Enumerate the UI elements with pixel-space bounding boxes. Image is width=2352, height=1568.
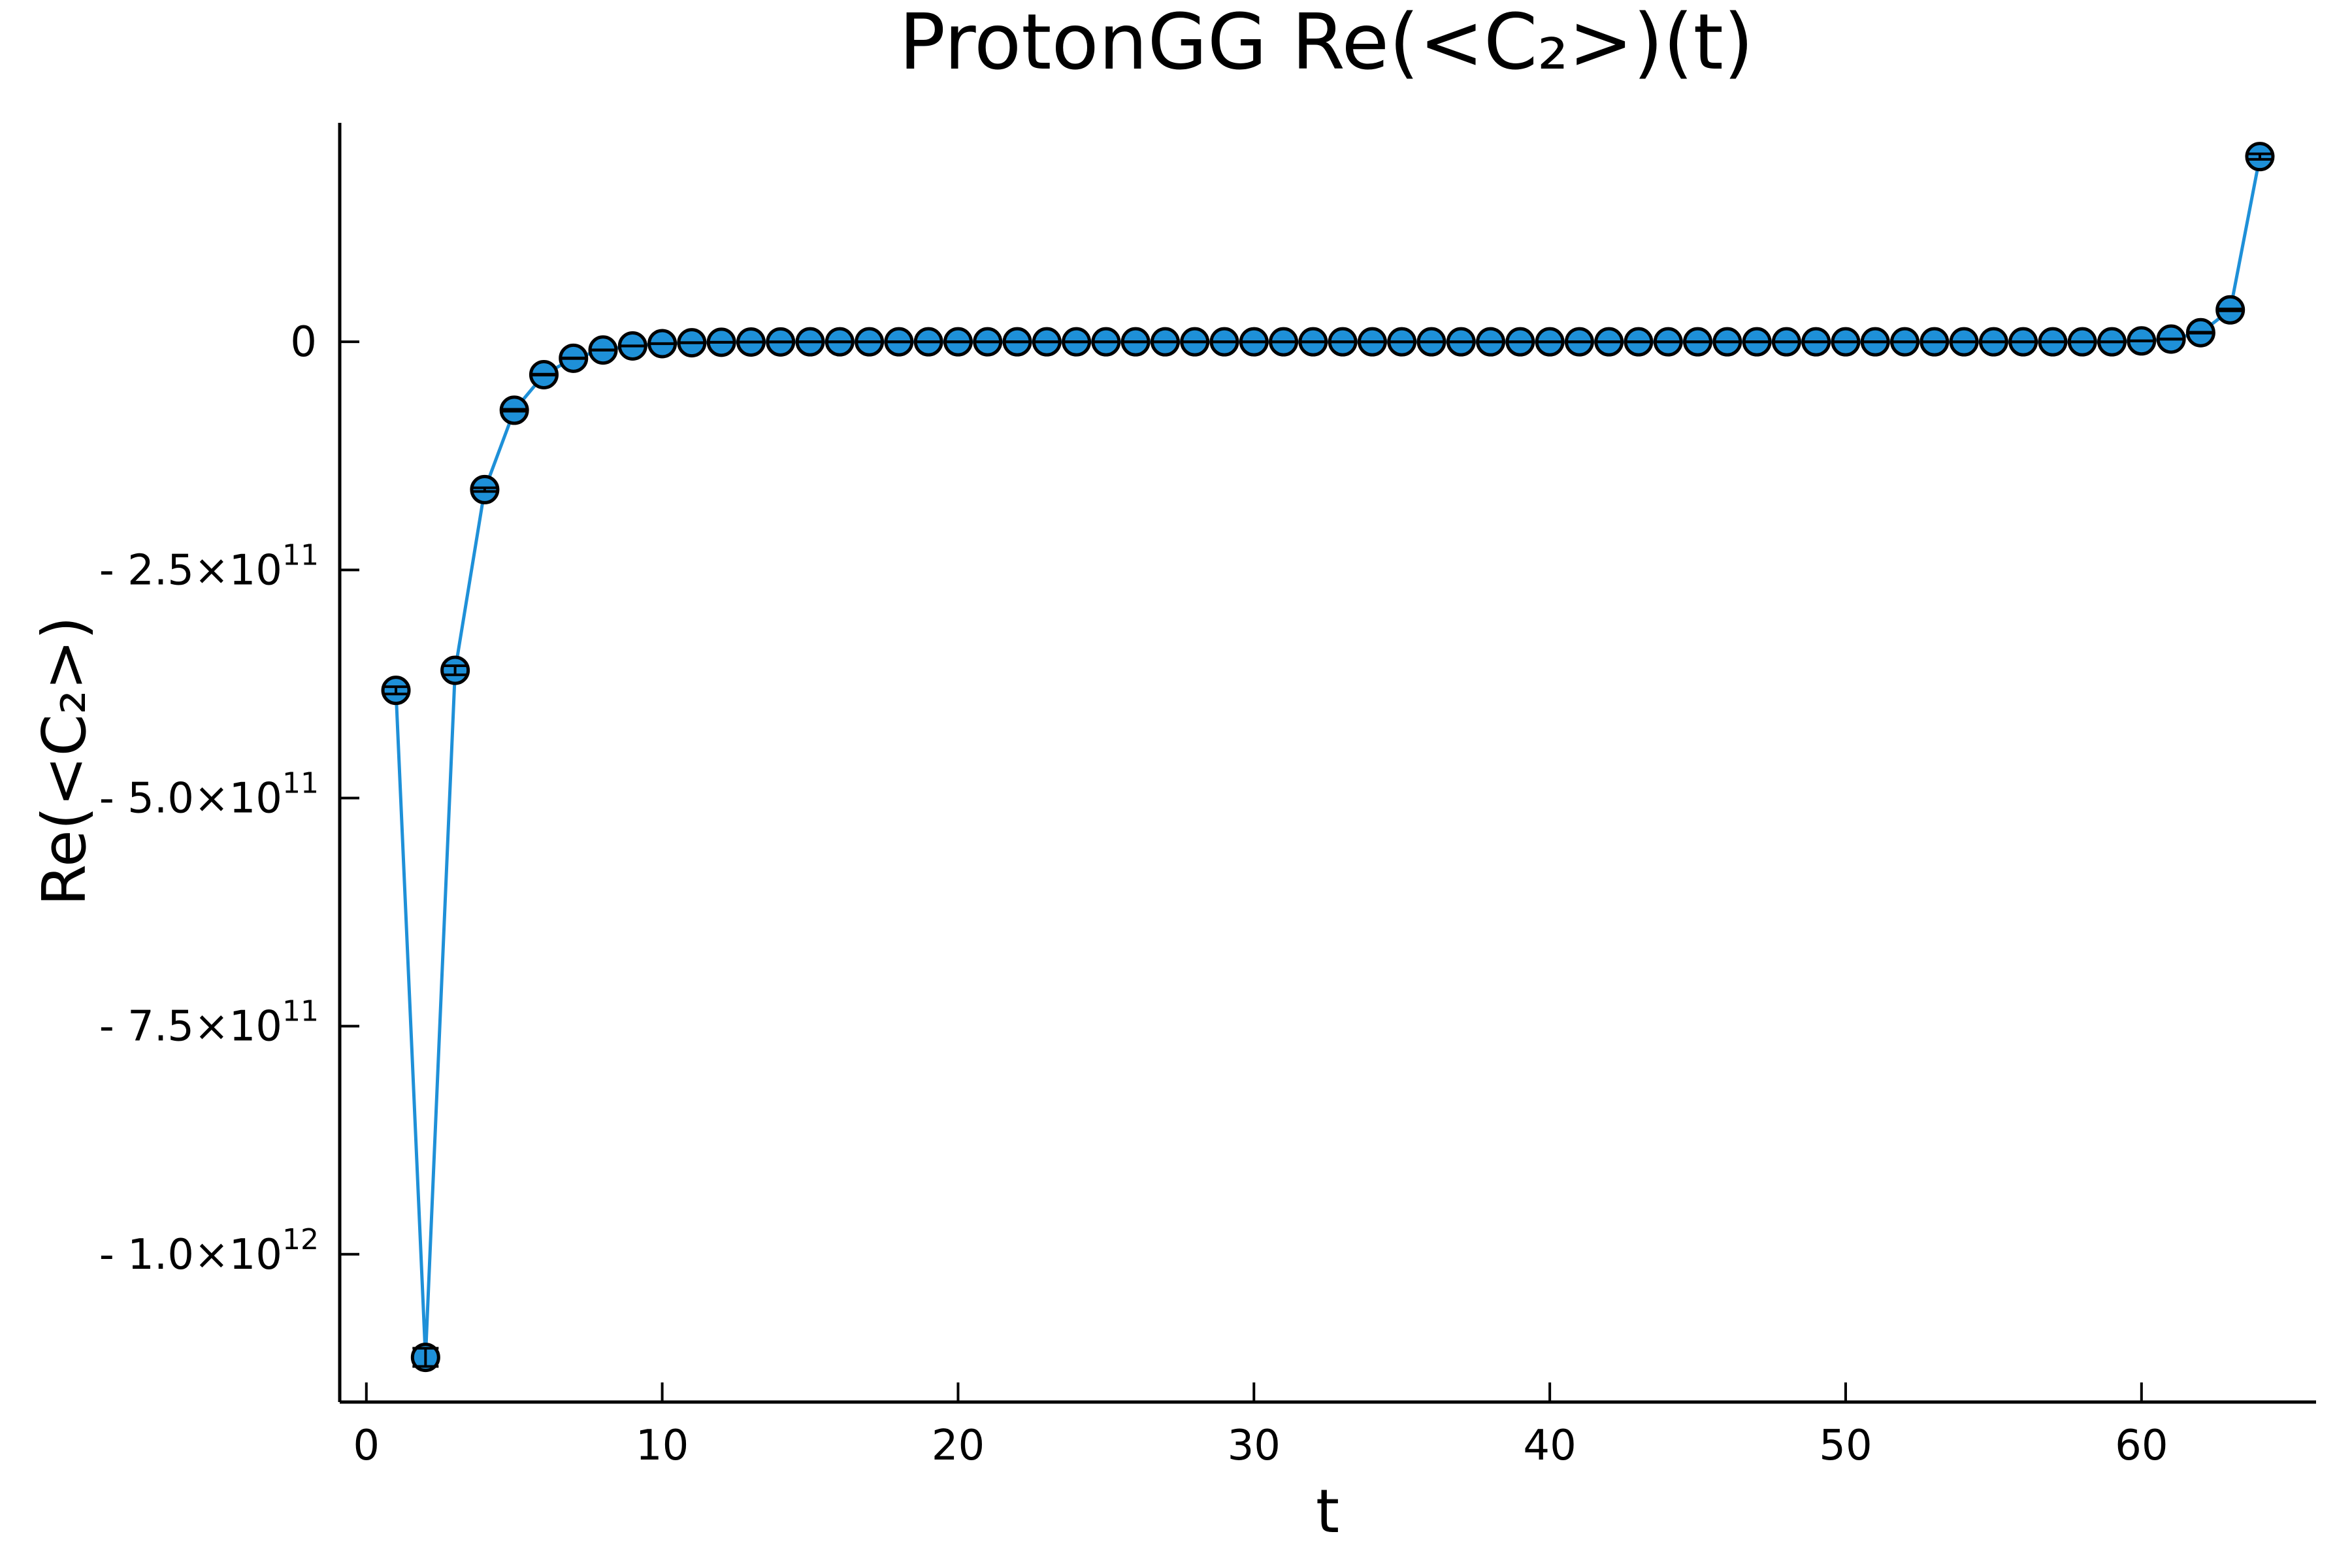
data-point [795, 327, 825, 357]
data-point [1919, 327, 1950, 357]
data-point [1771, 327, 1801, 357]
data-point [559, 343, 589, 373]
y-axis-ticks: 0- 2.5×10 11- 5.0×10 11- 7.5×10 11- 1.0×10 1… [99, 318, 359, 1279]
data-point [1535, 327, 1565, 357]
data-point [1594, 327, 1624, 357]
data-point [1180, 327, 1210, 357]
data-point [1357, 327, 1387, 357]
x-tick-label: 0 [353, 1422, 380, 1470]
data-point [1564, 327, 1594, 357]
y-tick-exponent: 11 [282, 766, 319, 800]
data-point [1949, 327, 1979, 357]
data-point [588, 335, 618, 365]
data-point [617, 331, 647, 361]
data-point [884, 327, 914, 357]
x-axis-title: t [1316, 1477, 1339, 1546]
data-point [1091, 327, 1121, 357]
data-point [1505, 327, 1535, 357]
chart-title: ProtonGG Re(<C₂>)(t) [899, 0, 1754, 87]
data-point [913, 327, 943, 357]
data-point [2097, 327, 2127, 357]
data-point [706, 327, 736, 357]
y-tick-label: - 1.0×10 [99, 1231, 282, 1279]
data-point [1742, 327, 1772, 357]
x-tick-label: 50 [1819, 1422, 1872, 1470]
data-point [1683, 327, 1713, 357]
y-tick-label: - 7.5×10 [99, 1003, 282, 1051]
data-point [2008, 327, 2038, 357]
data-point [1978, 327, 2008, 357]
data-point [2245, 142, 2275, 172]
y-tick-exponent: 11 [282, 538, 319, 572]
y-tick-label: 0 [290, 318, 317, 367]
y-tick-label: - 2.5×10 [99, 546, 282, 595]
series-layer [381, 142, 2275, 1373]
data-point [825, 327, 855, 357]
data-point [410, 1343, 440, 1373]
x-axis-ticks: 0 10 20 30 40 50 60 [353, 1382, 2168, 1470]
data-point [1831, 327, 1861, 357]
data-point [1269, 327, 1299, 357]
data-point [470, 474, 500, 504]
data-point [1239, 327, 1269, 357]
data-point [2067, 327, 2097, 357]
data-point [1801, 327, 1831, 357]
data-point [1653, 327, 1683, 357]
data-point [1416, 327, 1446, 357]
data-point [1298, 327, 1328, 357]
data-point [1624, 327, 1654, 357]
data-point [766, 327, 796, 357]
data-point [1120, 327, 1151, 357]
data-point [1476, 327, 1506, 357]
data-point [2185, 318, 2215, 348]
data-point [1328, 327, 1358, 357]
data-point [1712, 327, 1742, 357]
x-tick-label: 40 [1523, 1422, 1576, 1470]
data-point [1860, 327, 1890, 357]
data-point [1209, 327, 1239, 357]
y-axis-title: Re(<C₂>) [29, 616, 99, 906]
data-point [1062, 327, 1092, 357]
data-point [677, 328, 707, 358]
data-point [1032, 327, 1062, 357]
x-tick-label: 20 [932, 1422, 985, 1470]
y-tick-exponent: 11 [282, 995, 319, 1028]
data-point [2215, 295, 2246, 325]
data-point [1890, 327, 1920, 357]
data-point [1150, 327, 1180, 357]
x-tick-label: 10 [636, 1422, 689, 1470]
y-tick-exponent: 12 [282, 1223, 319, 1256]
data-point [2127, 326, 2157, 356]
data-point [1387, 327, 1417, 357]
data-point [2156, 324, 2186, 354]
x-tick-label: 60 [2115, 1422, 2168, 1470]
data-point [736, 327, 766, 357]
data-point [440, 655, 470, 685]
x-tick-label: 30 [1228, 1422, 1281, 1470]
data-point [529, 359, 559, 389]
data-point [973, 327, 1003, 357]
data-point [855, 327, 885, 357]
data-point [647, 329, 678, 359]
data-point [381, 676, 411, 706]
data-point [499, 395, 529, 425]
data-point [1446, 327, 1476, 357]
data-point [943, 327, 973, 357]
data-point [1002, 327, 1032, 357]
plot-area: 0 10 20 30 40 50 60 0- 2.5×10 11- 5.0×10 11- 7.5… [99, 123, 2316, 1470]
series-line [394, 156, 2262, 1358]
data-point [2038, 327, 2068, 357]
y-tick-label: - 5.0×10 [99, 774, 282, 823]
